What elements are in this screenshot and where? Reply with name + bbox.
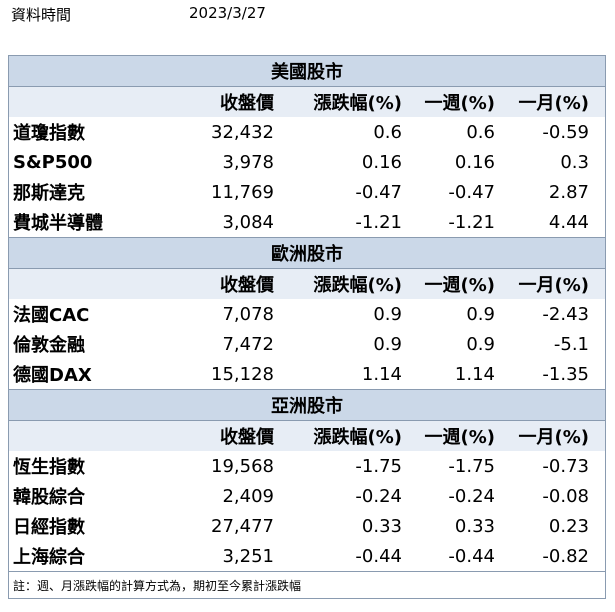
table-row: 法國CAC 7,078 0.9 0.9 -2.43	[9, 299, 605, 329]
index-name: 德國DAX	[13, 365, 92, 386]
value-cell: -1.75	[448, 455, 495, 477]
data-time-label: 資料時間	[11, 6, 72, 24]
value-cell: 0.6	[373, 121, 402, 143]
value-cell: -1.21	[448, 211, 495, 233]
header-cell: 一月(%)	[518, 93, 590, 114]
index-name: 道瓊指數	[13, 123, 85, 144]
header-cell: 一週(%)	[424, 93, 496, 114]
value-cell: -0.44	[448, 545, 495, 567]
value-cell: -0.08	[542, 485, 589, 507]
value-cell: 3,251	[222, 545, 274, 567]
value-cell: 7,472	[222, 333, 274, 355]
header-cell: 收盤價	[220, 93, 274, 114]
value-cell: 27,477	[211, 515, 274, 537]
value-cell: 1.14	[361, 363, 402, 385]
header-cell: 一月(%)	[518, 275, 590, 296]
value-cell: 7,078	[222, 303, 274, 325]
table-row: 上海綜合 3,251 -0.44 -0.44 -0.82	[9, 541, 605, 571]
table-row: 恆生指數 19,568 -1.75 -1.75 -0.73	[9, 451, 605, 481]
index-name: 韓股綜合	[13, 487, 85, 508]
value-cell: 0.33	[454, 515, 495, 537]
table-row: 德國DAX 15,128 1.14 1.14 -1.35	[9, 359, 605, 389]
value-cell: 3,978	[222, 151, 274, 173]
table-row: 那斯達克 11,769 -0.47 -0.47 2.87	[9, 177, 605, 207]
index-name: 日經指數	[13, 517, 85, 538]
index-name: 那斯達克	[13, 183, 85, 204]
section-title: 歐洲股市	[9, 237, 605, 269]
footnote: 註：週、月漲跌幅的計算方式為，期初至今累計漲跌幅	[9, 571, 605, 598]
value-cell: 0.9	[373, 333, 402, 355]
value-cell: -0.44	[355, 545, 402, 567]
header-cell: 收盤價	[220, 427, 274, 448]
header-row: 收盤價 漲跌幅(%) 一週(%) 一月(%)	[9, 421, 605, 451]
section-title: 美國股市	[9, 56, 605, 87]
value-cell: 0.9	[466, 303, 495, 325]
value-cell: 3,084	[222, 211, 274, 233]
table-row: 韓股綜合 2,409 -0.24 -0.24 -0.08	[9, 481, 605, 511]
index-name: 法國CAC	[13, 305, 90, 326]
value-cell: -1.35	[542, 363, 589, 385]
value-cell: -0.82	[542, 545, 589, 567]
value-cell: -1.21	[355, 211, 402, 233]
header-cell: 漲跌幅(%)	[313, 93, 403, 114]
index-name: 上海綜合	[13, 547, 85, 568]
value-cell: -0.24	[355, 485, 402, 507]
table-row: S&P500 3,978 0.16 0.16 0.3	[9, 147, 605, 177]
value-cell: 11,769	[211, 181, 274, 203]
table-row: 道瓊指數 32,432 0.6 0.6 -0.59	[9, 117, 605, 147]
value-cell: 1.14	[454, 363, 495, 385]
value-cell: 2,409	[222, 485, 274, 507]
index-name: S&P500	[13, 151, 93, 173]
value-cell: -2.43	[542, 303, 589, 325]
header-cell: 一週(%)	[424, 275, 496, 296]
header-row: 收盤價 漲跌幅(%) 一週(%) 一月(%)	[9, 269, 605, 299]
value-cell: 0.3	[560, 151, 589, 173]
value-cell: 2.87	[548, 181, 589, 203]
section-title: 亞洲股市	[9, 389, 605, 421]
value-cell: 0.16	[361, 151, 402, 173]
value-cell: 4.44	[548, 211, 589, 233]
index-name: 倫敦金融	[13, 335, 85, 356]
header-cell: 漲跌幅(%)	[313, 427, 403, 448]
value-cell: -0.59	[542, 121, 589, 143]
index-name: 費城半導體	[13, 213, 103, 234]
header-cell: 一週(%)	[424, 427, 496, 448]
table-row: 日經指數 27,477 0.33 0.33 0.23	[9, 511, 605, 541]
value-cell: 0.9	[466, 333, 495, 355]
value-cell: -0.73	[542, 455, 589, 477]
stock-market-table: 美國股市 收盤價 漲跌幅(%) 一週(%) 一月(%) 道瓊指數 32,432 0.6 0.6-…	[8, 55, 606, 599]
value-cell: 19,568	[211, 455, 274, 477]
value-cell: 0.6	[466, 121, 495, 143]
header-row: 收盤價 漲跌幅(%) 一週(%) 一月(%)	[9, 87, 605, 117]
value-cell: -0.47	[448, 181, 495, 203]
value-cell: 15,128	[211, 363, 274, 385]
value-cell: -0.24	[448, 485, 495, 507]
index-name: 恆生指數	[13, 457, 85, 478]
value-cell: 0.9	[373, 303, 402, 325]
value-cell: 0.33	[361, 515, 402, 537]
header-cell: 一月(%)	[518, 427, 590, 448]
value-cell: -0.47	[355, 181, 402, 203]
value-cell: -1.75	[355, 455, 402, 477]
table-row: 費城半導體 3,084 -1.21 -1.21 4.44	[9, 207, 605, 237]
value-cell: 0.16	[454, 151, 495, 173]
value-cell: 32,432	[211, 121, 274, 143]
data-time-value: 2023/3/27	[189, 4, 266, 22]
header-cell: 收盤價	[220, 275, 274, 296]
value-cell: -5.1	[553, 333, 589, 355]
table-row: 倫敦金融 7,472 0.9 0.9 -5.1	[9, 329, 605, 359]
header-cell: 漲跌幅(%)	[313, 275, 403, 296]
value-cell: 0.23	[548, 515, 589, 537]
